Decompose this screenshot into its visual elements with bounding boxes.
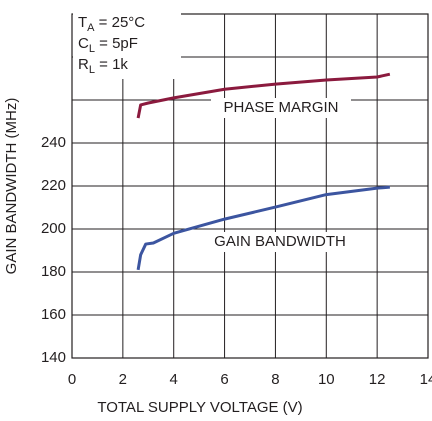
conditions-box [73, 13, 181, 79]
condition-subscript: A [87, 22, 95, 34]
x-axis-title: TOTAL SUPPLY VOLTAGE (V) [97, 399, 302, 416]
series-label: GAIN BANDWIDTH [214, 233, 346, 250]
y-tick-label: 160 [41, 306, 66, 323]
x-tick-label: 10 [318, 371, 335, 388]
condition-subscript: L [89, 43, 95, 55]
x-tick-label: 4 [170, 371, 178, 388]
series-line [136, 72, 391, 119]
y-tick-label: 140 [41, 349, 66, 366]
condition-symbol: T [78, 14, 87, 31]
x-tick-label: 12 [369, 371, 386, 388]
y-tick-label: 200 [41, 220, 66, 237]
y-axis-title: GAIN BANDWIDTH (MHz) [3, 98, 20, 275]
condition: RL = 1k [78, 56, 128, 76]
condition-value: = 1k [95, 56, 128, 73]
condition-symbol: R [78, 56, 89, 73]
series-line [136, 185, 390, 271]
x-tick-label: 14 [420, 371, 432, 388]
y-tick-label: 240 [41, 134, 66, 151]
condition-value: = 5pF [95, 35, 138, 52]
condition-value: = 25°C [95, 14, 146, 31]
series-label-bg [211, 98, 351, 118]
y-tick-label: 180 [41, 263, 66, 280]
condition: TA = 25°C [78, 14, 145, 34]
condition-symbol: C [78, 35, 89, 52]
series-label: PHASE MARGIN [223, 99, 338, 116]
y-tick-label: 220 [41, 177, 66, 194]
x-tick-label: 0 [68, 371, 76, 388]
plot-frame [71, 13, 429, 359]
x-tick-label: 2 [119, 371, 127, 388]
series-label-bg [210, 232, 350, 252]
x-tick-label: 8 [271, 371, 279, 388]
condition-subscript: L [89, 64, 95, 76]
x-tick-label: 6 [220, 371, 228, 388]
condition: CL = 5pF [78, 35, 138, 55]
